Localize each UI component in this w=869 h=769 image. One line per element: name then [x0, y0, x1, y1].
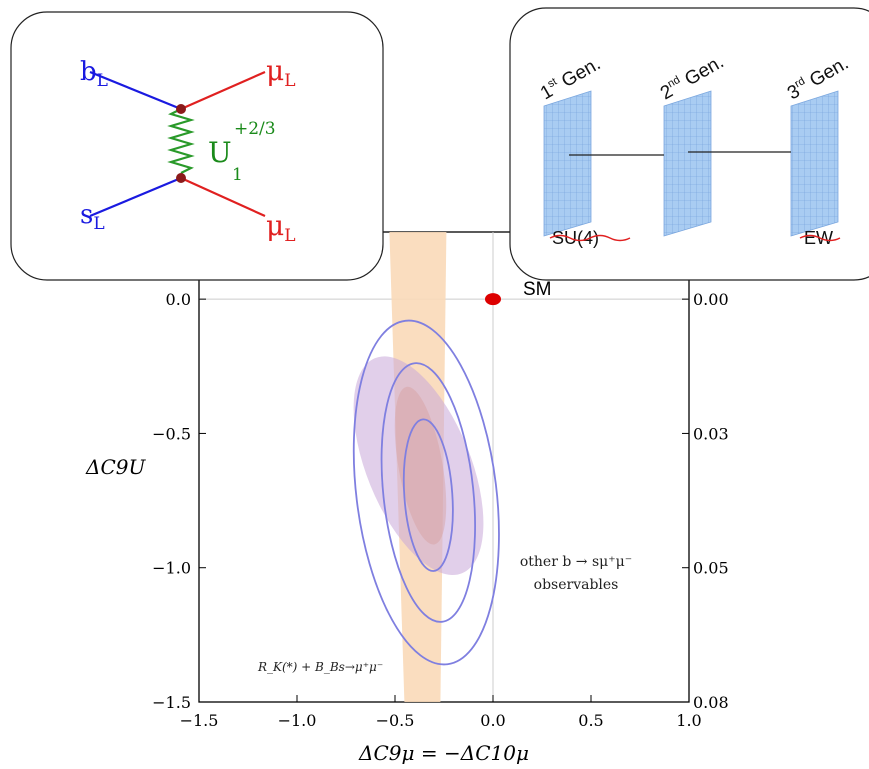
contour-1sigma	[402, 418, 454, 572]
feynman-diagram: bL sL μL μL U 1 +2/3	[10, 11, 384, 281]
contour-2sigma	[380, 362, 476, 623]
x-tick-label: −1.0	[278, 711, 317, 730]
main-plot: SM −1.5 −1.0 −0.5 0.0 0.5 1.0 0.0 −0.5 −1.0 −1.5…	[85, 231, 729, 765]
leptoquark-label: U	[208, 136, 232, 169]
vertex-top	[176, 104, 186, 114]
x-tick-label: −0.5	[376, 711, 415, 730]
right-tick-label: 0.03	[693, 424, 729, 443]
brane-gen3	[790, 90, 839, 237]
sm-label: SM	[523, 279, 552, 300]
brane-gen2	[663, 90, 712, 237]
x-tick-label: 1.0	[676, 711, 701, 730]
vertex-bottom	[176, 173, 186, 183]
muon-bottom-line	[180, 176, 266, 218]
b-quark-line	[89, 70, 182, 111]
right-tick-label: 0.00	[693, 290, 729, 309]
y-tick-label: −0.5	[152, 424, 191, 443]
b-quark-label: bL	[80, 57, 108, 91]
leptoquark-propagator	[167, 108, 195, 174]
muon-top-line	[180, 70, 266, 111]
x-tick-label: 0.5	[578, 711, 603, 730]
y-tick-label: −1.5	[152, 693, 191, 712]
leptoquark-subscript: 1	[232, 165, 243, 185]
muon-top-label: μL	[266, 54, 296, 91]
su4-label: SU(4)	[552, 228, 599, 248]
sm-point	[485, 293, 501, 306]
right-tick-label: 0.08	[693, 693, 729, 712]
muon-bottom-label: μL	[266, 209, 296, 246]
s-quark-line	[89, 176, 182, 218]
feynman-box	[10, 11, 384, 281]
y-tick-label: 0.0	[166, 290, 191, 309]
y-axis-label: ΔC9U	[85, 455, 146, 479]
brane-gen1	[543, 90, 592, 237]
contour-3sigma	[352, 319, 500, 666]
annotation-other-line2: observables	[534, 577, 619, 593]
annotation-other-line1: other b → sμ⁺μ⁻	[520, 554, 632, 570]
x-tick-label: 0.0	[480, 711, 505, 730]
x-tick-label: −1.5	[180, 711, 219, 730]
ew-strike	[799, 234, 841, 242]
s-quark-label: sL	[80, 200, 105, 234]
leptoquark-superscript: +2/3	[234, 119, 276, 139]
su4-strike	[549, 234, 631, 242]
right-tick-label: 0.05	[693, 559, 729, 578]
generations-diagram: 1st Gen. 2nd Gen. 3rd Gen. SU(4) EW	[509, 7, 869, 281]
y-tick-label: −1.0	[152, 559, 191, 578]
annotation-rk: R_K(*) + B_Bs→μ⁺μ⁻	[257, 660, 383, 674]
x-axis-label: ΔC9μ = −ΔC10μ	[358, 741, 529, 765]
